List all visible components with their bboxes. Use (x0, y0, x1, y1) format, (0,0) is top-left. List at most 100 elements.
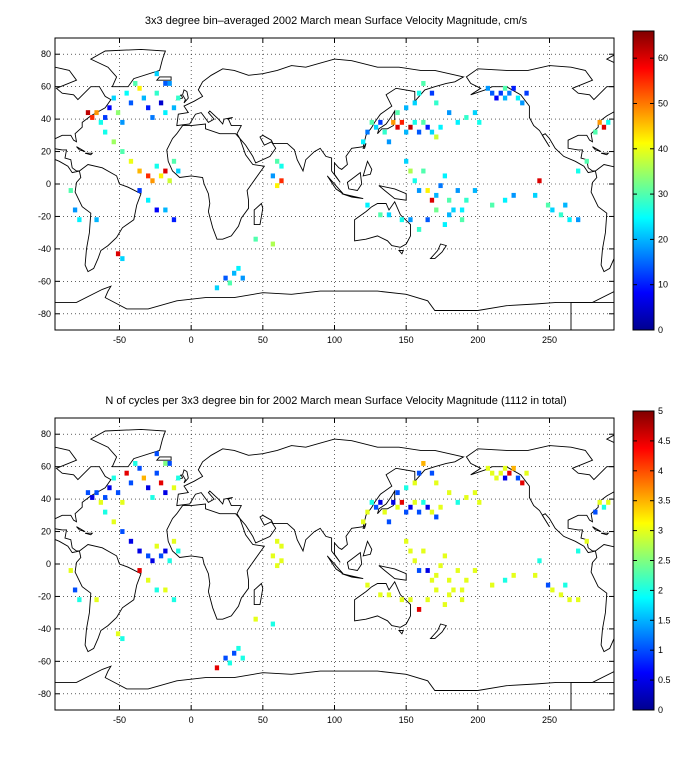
cycles-map-panel: N of cycles per 3x3 degree bin for 2002 … (38, 395, 671, 725)
velocity-map-coastline (74, 164, 142, 273)
cycles-map-bin (154, 543, 159, 549)
cycles-map-bin (404, 509, 409, 515)
cycles-map-bin (146, 553, 151, 559)
velocity-map-bin (511, 192, 516, 198)
cycles-map-bin (416, 509, 422, 515)
velocity-map-bin (524, 90, 529, 96)
velocity-map-bin (223, 275, 228, 281)
cycles-map-coastline (155, 456, 172, 461)
cycles-map-bin (154, 587, 159, 593)
velocity-map-coastline (600, 152, 610, 156)
velocity-colorbar-tick-label: 10 (658, 280, 668, 290)
velocity-map-bin (395, 124, 400, 130)
velocity-map-bin (90, 115, 95, 120)
velocity-map-x-ticks: -50 0 50 100 150 200 250 (113, 38, 557, 345)
velocity-map-bin (236, 265, 241, 271)
cycles-map-bin (391, 499, 396, 505)
velocity-map-coastline (326, 175, 344, 195)
velocity-map-coastline (76, 146, 86, 153)
cycles-map-coastline (378, 565, 407, 581)
velocity-map-bin (240, 275, 245, 281)
velocity-map-bin (429, 90, 435, 96)
velocity-map-bin (365, 129, 370, 135)
velocity-map-bin (386, 212, 392, 218)
cycles-map-bin (429, 577, 435, 583)
velocity-map-bin (176, 168, 181, 174)
cycles-map-bin (425, 568, 430, 573)
cycles-map-bin (236, 645, 241, 651)
cycles-map-bin (223, 655, 228, 661)
velocity-map-bin (416, 188, 422, 193)
velocity-map-coastline (354, 200, 411, 248)
cycles-map-bin (515, 475, 521, 481)
cycles-map-bin (434, 572, 439, 578)
velocity-map-coastline (378, 185, 407, 201)
velocity-map-bin (158, 100, 164, 106)
velocity-map-coastline (341, 193, 364, 200)
cycles-map-y-tick-label: 40 (41, 494, 51, 504)
velocity-map-bin (511, 85, 516, 91)
cycles-map-y-ticks: 80 60 40 20 0 -20 -40 -60 -80 (38, 429, 614, 699)
cycles-map-bin (447, 592, 452, 598)
cycles-map-bin (163, 548, 168, 554)
cycles-map-bin (227, 660, 233, 666)
velocity-map-bin (154, 90, 159, 96)
cycles-map-bin (464, 577, 469, 583)
velocity-map-bin (103, 129, 108, 135)
cycles-map-x-tick-label: 0 (189, 715, 194, 725)
velocity-map-bin (146, 197, 151, 203)
velocity-map-bin (425, 188, 430, 193)
velocity-map-bin (412, 119, 417, 125)
cycles-colorbar-tick-label: 3.5 (658, 496, 671, 506)
cycles-map-coastline (362, 540, 373, 557)
cycles-map-coastline (362, 523, 367, 529)
velocity-map-bin (408, 124, 413, 130)
velocity-map-y-tick-label: -20 (38, 211, 51, 221)
cycles-map-bin (171, 538, 177, 544)
velocity-map-coastline (362, 143, 367, 149)
cycles-map-bin (606, 499, 611, 505)
cycles-map-bin (404, 538, 409, 544)
cycles-map-bin (434, 480, 439, 486)
velocity-map-bin (429, 129, 435, 135)
cycles-map-bin (455, 499, 460, 505)
velocity-map-bin (416, 129, 422, 135)
cycles-map-bin (442, 553, 448, 559)
velocity-map-y-tick-label: -80 (38, 309, 51, 319)
velocity-map-bin (133, 80, 138, 86)
cycles-map-bin (451, 587, 456, 593)
cycles-map-bin (103, 495, 108, 500)
velocity-map-bin (270, 173, 276, 179)
cycles-map-bin (563, 582, 568, 588)
cycles-map-bin (163, 490, 168, 496)
cycles-map-bin (593, 509, 598, 515)
velocity-map-bin (227, 280, 233, 286)
cycles-map-bin (378, 592, 383, 598)
cycles-map-bin (150, 495, 155, 500)
velocity-map-bin (447, 110, 452, 116)
velocity-map-bin (111, 95, 116, 101)
velocity-map-bin (464, 115, 469, 120)
cycles-map-y-tick-label: 60 (41, 462, 51, 472)
velocity-map-bin (103, 115, 108, 120)
velocity-map-bin (94, 217, 99, 223)
cycles-map-bin (434, 514, 439, 520)
velocity-map-bin (464, 197, 469, 203)
velocity-map-bin (412, 100, 417, 106)
cycles-map-bin (163, 587, 168, 593)
velocity-map-bin (163, 207, 168, 213)
velocity-map-bin (451, 207, 456, 213)
velocity-map-bin (576, 168, 581, 174)
velocity-map-bin (550, 207, 555, 213)
cycles-map-bin (120, 529, 125, 534)
cycles-map-bin (408, 548, 413, 554)
cycles-map-bin (158, 553, 164, 559)
cycles-map-bin (550, 587, 555, 593)
velocity-map-bin (154, 163, 159, 169)
velocity-map-coastline (398, 250, 404, 255)
velocity-map-coastline (465, 65, 614, 174)
velocity-map-x-tick-label: -50 (113, 335, 126, 345)
cycles-map-bin (275, 563, 280, 569)
cycles-map-coastline (182, 469, 189, 484)
cycles-map-bin (115, 631, 121, 637)
